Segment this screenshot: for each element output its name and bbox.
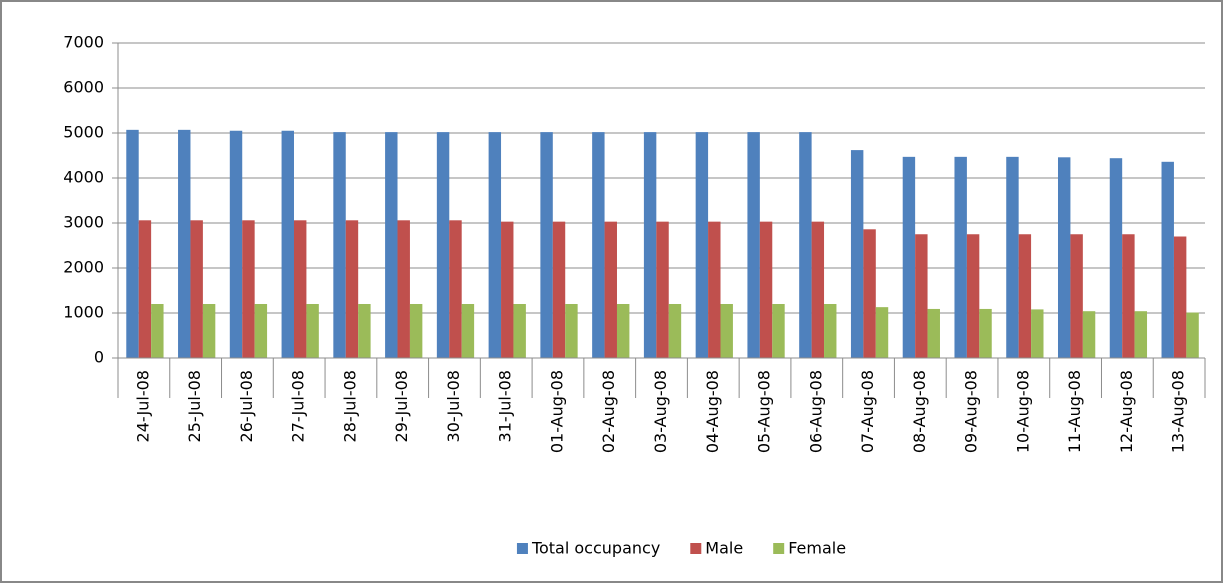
bar — [927, 308, 940, 358]
bar — [254, 304, 268, 358]
y-tick-label: 6000 — [63, 78, 104, 97]
x-tick-label: 09-Aug-08 — [962, 370, 981, 453]
bar — [540, 132, 553, 358]
bar — [229, 130, 243, 358]
x-tick-label: 25-Jul-08 — [185, 370, 204, 442]
bar — [449, 220, 462, 358]
bar — [1173, 236, 1187, 358]
bar — [902, 156, 916, 358]
bar — [552, 221, 566, 358]
bar — [397, 220, 410, 358]
bar — [850, 150, 864, 358]
y-tick-label: 5000 — [63, 123, 104, 142]
bar — [954, 156, 967, 358]
bar — [565, 304, 578, 358]
bar — [720, 304, 733, 358]
bar — [501, 221, 514, 358]
y-tick-label: 0 — [94, 348, 104, 367]
bar — [385, 132, 398, 358]
x-tick-label: 08-Aug-08 — [910, 370, 929, 453]
bar — [1070, 234, 1083, 358]
x-tick-label: 03-Aug-08 — [651, 370, 670, 453]
legend-swatch — [773, 543, 785, 554]
x-tick-label: 31-Jul-08 — [496, 370, 515, 442]
bar — [1018, 234, 1032, 358]
bar — [643, 132, 657, 358]
bar — [333, 132, 346, 358]
bar — [695, 132, 709, 358]
legend-label: Male — [705, 539, 743, 558]
bar — [293, 220, 307, 358]
x-tick-label: 29-Jul-08 — [392, 370, 411, 442]
bar — [1057, 157, 1071, 358]
legend-swatch — [516, 543, 528, 554]
y-tick-label: 2000 — [63, 258, 104, 277]
bar — [281, 130, 294, 358]
bar — [772, 304, 785, 358]
y-tick-label: 4000 — [63, 168, 104, 187]
bar — [824, 304, 837, 358]
bar — [863, 229, 876, 358]
x-tick-label: 11-Aug-08 — [1065, 370, 1084, 453]
bar — [966, 234, 980, 358]
bar — [747, 132, 760, 358]
bar — [979, 308, 992, 358]
x-tick-label: 27-Jul-08 — [289, 370, 308, 442]
bar — [190, 220, 203, 358]
x-tick-label: 01-Aug-08 — [547, 370, 566, 453]
bar — [656, 221, 669, 358]
x-tick-label: 02-Aug-08 — [599, 370, 618, 453]
x-tick-label: 12-Aug-08 — [1117, 370, 1136, 453]
x-tick-label: 06-Aug-08 — [806, 370, 825, 453]
bar — [1082, 311, 1096, 358]
bar — [242, 220, 255, 358]
bar — [915, 234, 928, 358]
x-tick-label: 05-Aug-08 — [755, 370, 774, 453]
bar — [461, 304, 475, 358]
bar — [759, 221, 773, 358]
bar — [1186, 312, 1199, 358]
bar — [1109, 158, 1123, 358]
bar — [592, 132, 605, 358]
bar — [1122, 234, 1135, 358]
bar — [513, 304, 526, 358]
bar — [202, 304, 216, 358]
bar — [178, 129, 191, 358]
bar — [875, 307, 889, 358]
bar — [668, 304, 682, 358]
y-tick-label: 7000 — [63, 33, 104, 52]
bar — [811, 221, 825, 358]
x-tick-label: 26-Jul-08 — [237, 370, 256, 442]
bar — [138, 220, 152, 358]
bar — [488, 132, 502, 358]
x-tick-label: 07-Aug-08 — [858, 370, 877, 453]
legend-label: Total occupancy — [531, 539, 660, 558]
bar — [409, 304, 423, 358]
bar — [345, 220, 359, 358]
bar — [436, 132, 450, 358]
legend-swatch — [690, 543, 702, 554]
bar — [1031, 309, 1044, 358]
x-tick-label: 28-Jul-08 — [340, 370, 359, 442]
bar — [799, 132, 812, 358]
y-tick-label: 1000 — [63, 303, 104, 322]
bar — [151, 304, 164, 358]
bar — [358, 304, 371, 358]
bar — [306, 304, 319, 358]
bar — [604, 221, 617, 358]
x-tick-label: 24-Jul-08 — [133, 370, 152, 442]
bar — [1161, 161, 1174, 358]
legend-label: Female — [788, 539, 846, 558]
x-tick-label: 10-Aug-08 — [1013, 370, 1032, 453]
bar — [616, 304, 630, 358]
x-tick-label: 13-Aug-08 — [1169, 370, 1188, 453]
x-tick-label: 04-Aug-08 — [703, 370, 722, 453]
x-tick-label: 30-Jul-08 — [444, 370, 463, 442]
bar — [1134, 311, 1148, 358]
bar — [126, 129, 139, 358]
bar — [708, 221, 721, 358]
bar — [1006, 156, 1019, 358]
y-tick-label: 3000 — [63, 213, 104, 232]
